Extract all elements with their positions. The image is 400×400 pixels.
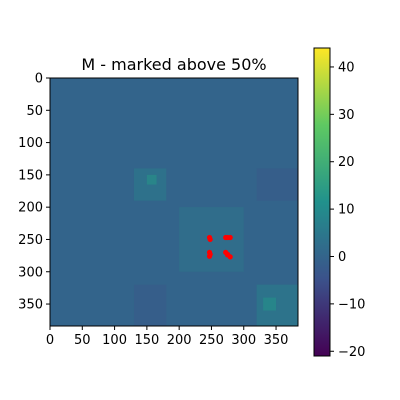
marked-point <box>208 237 213 242</box>
colorbar: −20 −10 0 10 20 30 40 <box>314 48 365 360</box>
y-tick-label: 350 <box>18 298 43 313</box>
y-tick-label: 100 <box>18 136 43 151</box>
x-tick-label: 300 <box>231 333 256 348</box>
colorbar-ticks: −20 −10 0 10 20 30 40 <box>330 60 365 359</box>
y-tick-label: 200 <box>18 201 43 216</box>
chart-title: M - marked above 50% <box>81 55 266 74</box>
colorbar-tick-label: 0 <box>338 250 346 265</box>
x-tick-label: 150 <box>134 333 159 348</box>
x-axis: 0 50 100 150 200 250 300 350 <box>46 326 289 348</box>
marked-point <box>225 252 230 257</box>
heatmap-block <box>147 175 157 185</box>
colorbar-tick-label: 20 <box>338 155 355 170</box>
x-tick-label: 100 <box>102 333 127 348</box>
y-tick-label: 250 <box>18 233 43 248</box>
y-axis: 0 50 100 150 200 250 300 350 <box>18 72 50 313</box>
x-tick-label: 200 <box>167 333 192 348</box>
colorbar-tick-label: 40 <box>338 60 355 75</box>
colorbar-tick-label: 10 <box>338 203 355 218</box>
heatmap-block <box>257 285 298 326</box>
y-tick-label: 0 <box>35 72 43 87</box>
colorbar-tick-label: −20 <box>338 345 365 360</box>
colorbar-gradient <box>314 48 330 356</box>
colorbar-tick-label: 30 <box>338 108 355 123</box>
heatmap-block <box>263 298 276 311</box>
heatmap-block <box>134 285 166 326</box>
heatmap-area <box>50 78 298 326</box>
marked-point <box>228 235 233 240</box>
y-tick-label: 50 <box>26 104 43 119</box>
x-tick-label: 250 <box>199 333 224 348</box>
heatmap-block <box>257 168 298 200</box>
x-tick-label: 0 <box>46 333 54 348</box>
y-tick-label: 300 <box>18 265 43 280</box>
y-tick-label: 150 <box>18 168 43 183</box>
x-tick-label: 50 <box>74 333 91 348</box>
marked-point <box>207 254 212 259</box>
x-tick-label: 350 <box>264 333 289 348</box>
colorbar-tick-label: −10 <box>338 297 365 312</box>
